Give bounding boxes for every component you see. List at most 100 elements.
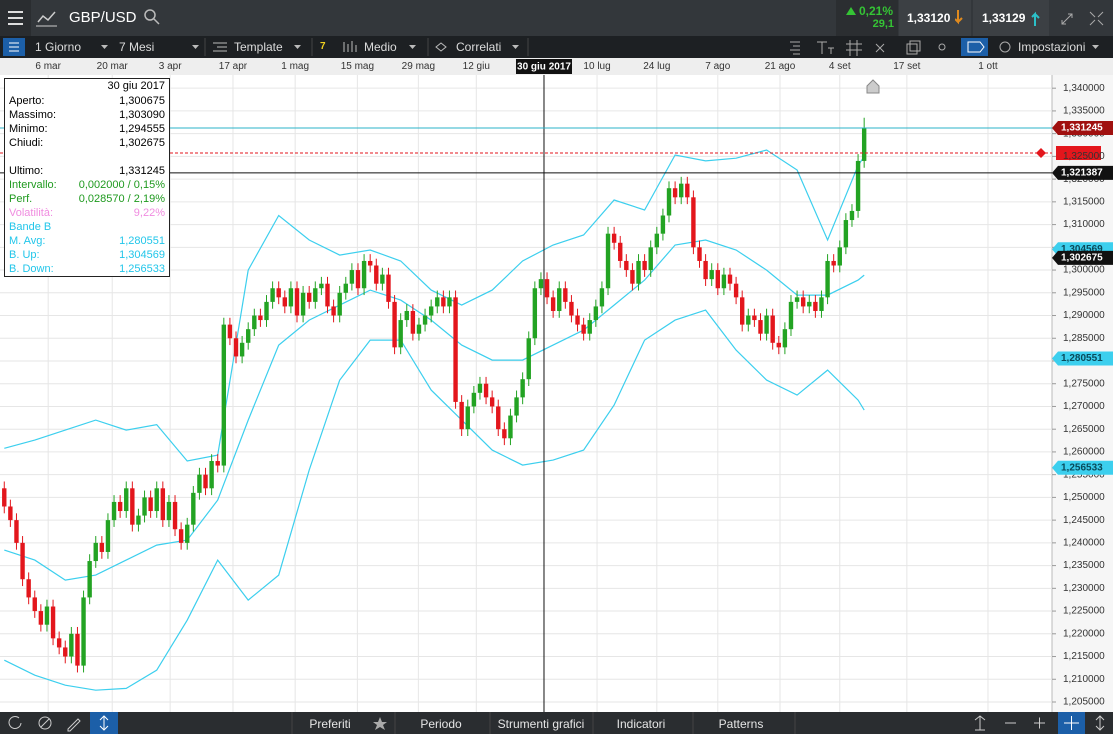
candle-body (142, 497, 147, 516)
x-tick-label: 24 lug (643, 61, 670, 72)
right-icons[interactable] (790, 38, 1011, 56)
bollinger-band (4, 309, 865, 691)
tab[interactable]: Periodo (420, 717, 462, 731)
candle-body (325, 283, 330, 307)
tab[interactable]: Patterns (718, 717, 764, 731)
carets (101, 45, 1099, 49)
candle-body (563, 288, 568, 302)
info-value: 1,304569 (119, 249, 165, 261)
candle-body (843, 220, 849, 248)
tab[interactable]: Strumenti grafici (497, 717, 585, 731)
interval[interactable]: 1 Giorno (35, 40, 82, 54)
candle-body (14, 520, 19, 543)
y-tick-label: 1,240000 (1063, 538, 1105, 549)
candle-body (404, 310, 409, 321)
candle-body (788, 301, 794, 330)
chart-icon[interactable] (37, 11, 56, 23)
expand-icon[interactable] (1095, 715, 1105, 731)
template-badge: 7 (320, 41, 326, 52)
x-tick-label: 7 ago (705, 61, 730, 72)
alert-tag (1056, 146, 1101, 160)
correlated-icon[interactable] (435, 42, 447, 52)
candle-body (38, 611, 44, 625)
change-points: 29,1 (872, 18, 894, 30)
candle-body (642, 260, 647, 271)
candle-body (441, 297, 446, 307)
x-tick-label: 17 apr (219, 61, 248, 72)
candle-body (599, 288, 605, 307)
template[interactable]: Template (234, 40, 283, 54)
left-tools[interactable] (8, 716, 81, 732)
scroll-marker[interactable] (866, 79, 880, 94)
axes: 1,3400001,3350001,3300001,3250001,320000… (0, 59, 1113, 712)
candle-body (508, 415, 513, 439)
candle-body (855, 160, 861, 211)
x-tick-label: 1 ott (978, 61, 998, 72)
price-axis-bg (1052, 75, 1113, 712)
candle-body (343, 283, 348, 293)
info-row: Perf. 0,028570 / 2,19% (9, 193, 165, 207)
candle-body (727, 274, 733, 284)
candle-body (428, 306, 434, 316)
info-label: B. Up: (9, 249, 40, 261)
y-tick-label: 1,250000 (1063, 492, 1105, 503)
candle-body (349, 270, 355, 284)
candle-body (99, 542, 105, 552)
y-tick-label: 1,210000 (1063, 674, 1105, 685)
right-tools[interactable] (974, 715, 1045, 731)
correlated[interactable]: Correlati (456, 40, 502, 54)
alert-handle[interactable] (1036, 148, 1046, 158)
search-icon[interactable] (143, 8, 161, 26)
style-icon[interactable] (343, 41, 357, 52)
info-row: Aperto: 1,300675 (9, 95, 165, 109)
range[interactable]: 7 Mesi (119, 40, 155, 54)
candle-body (807, 301, 812, 307)
settings[interactable]: Impostazioni (1018, 40, 1086, 54)
candle-body (794, 297, 800, 302)
candle-body (471, 392, 477, 407)
candle-body (20, 542, 25, 580)
candle-body (435, 297, 440, 307)
candle-body (813, 301, 818, 311)
favorite-star[interactable] (373, 717, 387, 730)
x-tick-label: 6 mar (35, 61, 61, 72)
candle-body (550, 297, 556, 311)
candle-body (672, 188, 678, 198)
bid-box[interactable]: 1,33120 (899, 0, 971, 36)
info-label: Intervallo: (9, 179, 57, 191)
info-row: Minimo: 1,294555 (9, 123, 165, 137)
candle-body (258, 315, 263, 321)
price-tag-label: 1,280551 (1061, 353, 1103, 364)
ask-box[interactable]: 1,33129 (973, 0, 1049, 36)
bottom-icons (8, 712, 1105, 734)
info-value: 0,028570 / 2,19% (78, 193, 165, 205)
info-label: Aperto: (9, 95, 45, 107)
tab[interactable]: Preferiti (309, 717, 351, 731)
symbol: GBP/USD (69, 9, 137, 26)
candle-body (105, 520, 111, 552)
candle-body (782, 329, 788, 348)
y-tick-label: 1,235000 (1063, 560, 1105, 571)
x-tick-label: 21 ago (765, 61, 796, 72)
y-tick-label: 1,290000 (1063, 310, 1105, 321)
candle-body (532, 288, 538, 339)
candle-body (313, 288, 318, 302)
x-tick-label: 4 set (829, 61, 851, 72)
candle-body (575, 315, 580, 325)
candle-body (831, 260, 836, 266)
tab[interactable]: Indicatori (616, 717, 666, 731)
x-tick-label: 29 mag (402, 61, 435, 72)
y-tick-label: 1,245000 (1063, 515, 1105, 526)
candle-body (483, 383, 489, 398)
window-icons[interactable] (1058, 8, 1108, 28)
candle-body (520, 379, 525, 398)
candle-body (422, 315, 428, 325)
template-icon[interactable] (213, 42, 227, 52)
y-tick-label: 1,230000 (1063, 583, 1105, 594)
chart-style[interactable]: Medio (364, 40, 397, 54)
candle-body (398, 320, 403, 348)
candle-body (270, 288, 275, 302)
candle-body (581, 324, 586, 334)
candle-body (477, 383, 483, 393)
y-tick-label: 1,310000 (1063, 219, 1105, 230)
